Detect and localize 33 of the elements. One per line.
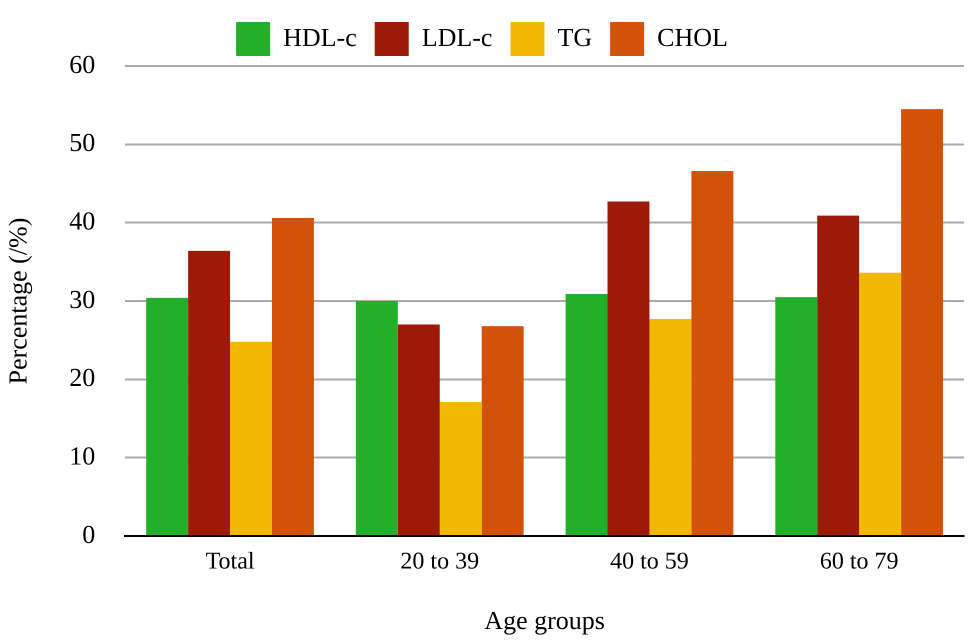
y-tick-label: 40 [69, 206, 96, 236]
bar [482, 326, 524, 535]
bar [356, 301, 398, 535]
bar [146, 298, 188, 535]
x-tick-label: 60 to 79 [820, 548, 898, 575]
x-tick-label: 40 to 59 [610, 548, 689, 575]
y-axis-title: Percentage (/%) [3, 218, 32, 384]
y-tick-label: 20 [69, 363, 96, 392]
bar [649, 319, 692, 535]
legend-label: CHOL [657, 22, 728, 52]
bar [775, 297, 818, 535]
y-tick-label: 0 [82, 520, 96, 549]
legend-label: LDL-c [422, 22, 492, 52]
y-tick-label: 30 [69, 284, 96, 314]
legend-label: HDL-c [283, 22, 357, 52]
bar [440, 402, 482, 535]
x-tick-label: 20 to 39 [400, 548, 480, 575]
bar [272, 218, 314, 535]
bar [901, 109, 944, 535]
bar [188, 250, 230, 535]
x-axis-title: Age groups [484, 606, 605, 636]
x-tick-label: Total [206, 548, 255, 575]
bar [608, 202, 650, 535]
bar [817, 216, 860, 535]
bar [566, 294, 608, 535]
y-tick-label: 60 [69, 50, 96, 79]
bar [230, 342, 272, 535]
bar [398, 324, 440, 535]
y-tick-label: 50 [69, 128, 96, 158]
legend-label: TG [557, 22, 592, 52]
bar [859, 272, 902, 535]
y-tick-label: 10 [69, 441, 96, 470]
bar [691, 170, 734, 535]
